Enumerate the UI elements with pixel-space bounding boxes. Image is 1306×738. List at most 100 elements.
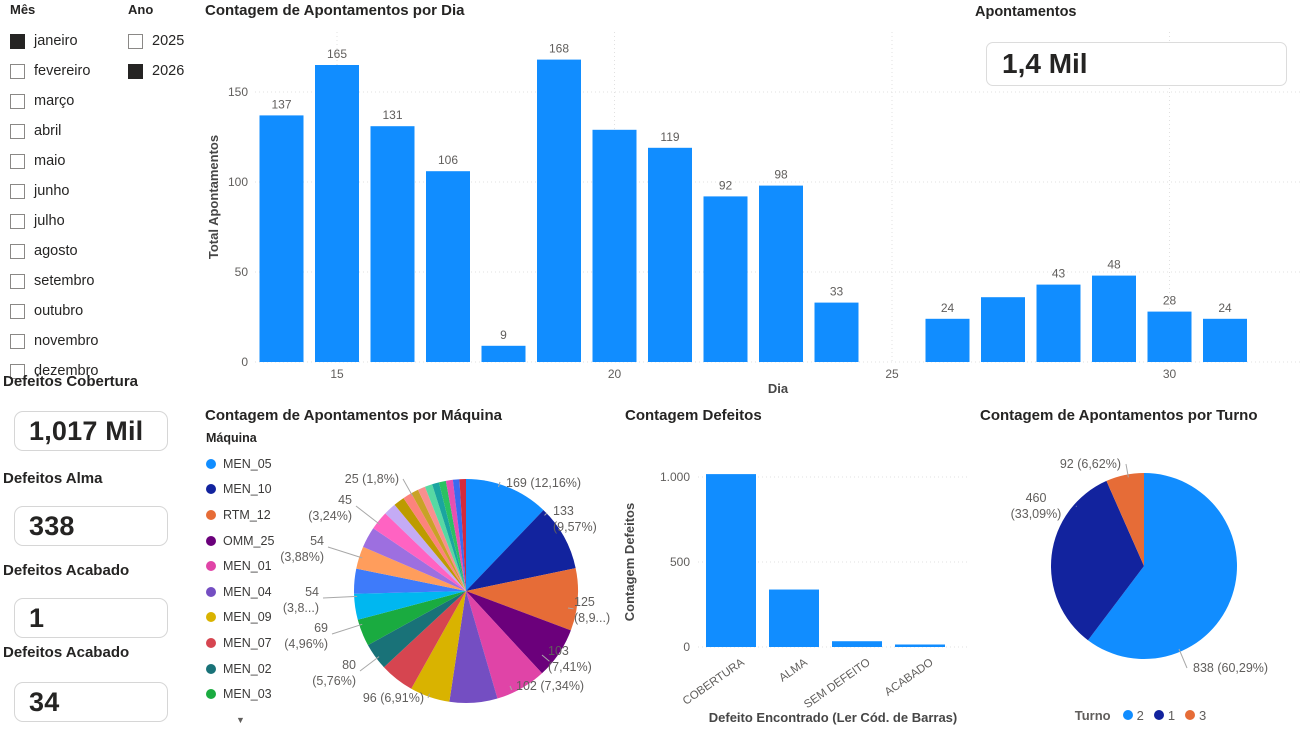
bar-dia-17[interactable] <box>426 171 470 362</box>
month-option-dezembro[interactable]: dezembro <box>10 356 120 386</box>
chart-title-maquina: Contagem de Apontamentos por Máquina <box>205 407 502 424</box>
maquina-legend-item-MEN_03[interactable]: MEN_03 <box>206 681 274 707</box>
bar-dia-29[interactable] <box>1092 275 1136 362</box>
bar-dia-18[interactable] <box>481 345 526 362</box>
month-option-agosto[interactable]: agosto <box>10 236 120 266</box>
bar-dia-30[interactable] <box>1147 311 1192 362</box>
maquina-slice-MEN_03[interactable] <box>357 591 466 646</box>
bar-defeito-COBERTURA[interactable] <box>706 474 756 647</box>
maquina-legend-item-OMM_25[interactable]: OMM_25 <box>206 528 274 554</box>
bar-dia-19[interactable] <box>537 59 581 362</box>
maquina-legend-item-MEN_09[interactable]: MEN_09 <box>206 605 274 631</box>
maquina-legend-item-MEN_05[interactable]: MEN_05 <box>206 451 274 477</box>
bar-dia-31[interactable] <box>1203 318 1247 362</box>
maquina-slice-MEN_05[interactable] <box>466 479 544 591</box>
bar-dia-16[interactable] <box>370 126 415 362</box>
month-checkbox-maio[interactable] <box>10 153 25 169</box>
maquina-slice-17[interactable] <box>403 493 466 591</box>
month-checkbox-abril[interactable] <box>10 123 25 139</box>
maquina-data-label-10: 45 (3,24%) <box>308 493 352 523</box>
maquina-slice-20[interactable] <box>424 484 466 591</box>
bar-dia-20[interactable] <box>592 129 637 362</box>
month-checkbox-março[interactable] <box>10 93 25 109</box>
bar-dia-21[interactable] <box>648 147 692 362</box>
turno-legend-item-2[interactable]: 2 <box>1122 706 1144 724</box>
bar-dia-28[interactable] <box>1036 284 1081 362</box>
maquina-legend-item-MEN_07[interactable]: MEN_07 <box>206 630 274 656</box>
maquina-slice-11[interactable] <box>354 568 466 594</box>
month-option-março[interactable]: março <box>10 86 120 116</box>
turno-legend-item-1[interactable]: 1 <box>1153 706 1175 724</box>
bar-dia-22[interactable] <box>703 196 748 362</box>
year-option-2026[interactable]: 2026 <box>128 56 198 86</box>
maquina-slice-MEN_01[interactable] <box>466 591 543 699</box>
month-option-janeiro[interactable]: janeiro <box>10 26 120 56</box>
maquina-slice-MEN_04[interactable] <box>449 591 498 703</box>
month-option-novembro[interactable]: novembro <box>10 326 120 356</box>
maquina-slice-22[interactable] <box>438 480 466 591</box>
maquina-legend-item-MEN_04[interactable]: MEN_04 <box>206 579 274 605</box>
year-checkbox-2026[interactable] <box>128 63 143 79</box>
bar-defeito-ACABADO[interactable] <box>895 644 945 648</box>
month-checkbox-setembro[interactable] <box>10 273 25 289</box>
month-checkbox-julho[interactable] <box>10 213 25 229</box>
maquina-label-leader <box>359 656 380 672</box>
legend-scroll-down-icon[interactable]: ▼ <box>236 715 245 725</box>
maquina-slice-MEN_10[interactable] <box>466 510 576 591</box>
bar-dia-14[interactable] <box>259 115 304 363</box>
maquina-slice-MEN_07[interactable] <box>383 591 466 689</box>
turno-slice-1[interactable] <box>1051 480 1144 641</box>
maquina-slice-25[interactable] <box>459 479 466 591</box>
bar-defeito-ALMA[interactable] <box>769 589 819 647</box>
month-checkbox-fevereiro[interactable] <box>10 63 25 79</box>
maquina-slice-OMM_25[interactable] <box>466 591 571 674</box>
maquina-slice-10[interactable] <box>354 591 466 620</box>
month-option-julho[interactable]: julho <box>10 206 120 236</box>
bar-dia-27[interactable] <box>981 297 1025 362</box>
maquina-slice-16[interactable] <box>394 498 466 591</box>
month-option-fevereiro[interactable]: fevereiro <box>10 56 120 86</box>
turno-slice-3[interactable] <box>1106 473 1144 566</box>
month-checkbox-janeiro[interactable] <box>10 33 25 49</box>
maquina-slice-12[interactable] <box>356 546 466 591</box>
year-checkbox-2025[interactable] <box>128 33 143 49</box>
turno-legend-item-3[interactable]: 3 <box>1185 706 1206 724</box>
month-option-maio[interactable]: maio <box>10 146 120 176</box>
maquina-slice-MEN_02[interactable] <box>367 591 466 668</box>
maquina-slice-19[interactable] <box>417 486 466 591</box>
month-checkbox-novembro[interactable] <box>10 333 25 349</box>
maquina-slice-13[interactable] <box>363 528 466 591</box>
maquina-legend-item-MEN_02[interactable]: MEN_02 <box>206 656 274 682</box>
maquina-slice-15[interactable] <box>385 504 466 591</box>
maquina-label-leader <box>541 654 550 662</box>
maquina-slice-RTM_12[interactable] <box>466 568 578 631</box>
month-checkbox-outubro[interactable] <box>10 303 25 319</box>
bar-dia-24[interactable] <box>814 302 859 362</box>
bar-dia-23[interactable] <box>759 185 803 362</box>
bar-dia-15[interactable] <box>315 65 359 362</box>
maquina-legend-item-MEN_01[interactable]: MEN_01 <box>206 553 274 579</box>
maquina-slice-21[interactable] <box>432 482 466 591</box>
month-checkbox-agosto[interactable] <box>10 243 25 259</box>
legend-dot-icon <box>1185 710 1196 720</box>
month-option-junho[interactable]: junho <box>10 176 120 206</box>
year-option-2025[interactable]: 2025 <box>128 26 198 56</box>
maquina-legend-item-MEN_10[interactable]: MEN_10 <box>206 477 274 503</box>
maquina-slice-23[interactable] <box>445 479 466 591</box>
maquina-legend-item-RTM_12[interactable]: RTM_12 <box>206 502 274 528</box>
maquina-slice-18[interactable] <box>411 489 466 591</box>
maquina-slice-MEN_09[interactable] <box>411 591 466 702</box>
turno-slice-2[interactable] <box>1087 473 1237 659</box>
month-checkbox-dezembro[interactable] <box>10 363 25 379</box>
y-tick-500: 500 <box>670 555 690 569</box>
month-option-setembro[interactable]: setembro <box>10 266 120 296</box>
month-option-abril[interactable]: abril <box>10 116 120 146</box>
chart-title-apontamentos-dia: Contagem de Apontamentos por Dia <box>205 2 465 19</box>
month-checkbox-junho[interactable] <box>10 183 25 199</box>
maquina-slice-24[interactable] <box>452 479 466 591</box>
bar-dia-26[interactable] <box>925 318 970 362</box>
maquina-slice-14[interactable] <box>373 513 466 591</box>
bar-defeito-SEM DEFEITO[interactable] <box>832 641 882 647</box>
month-option-outubro[interactable]: outubro <box>10 296 120 326</box>
year-label: 2025 <box>152 33 185 49</box>
